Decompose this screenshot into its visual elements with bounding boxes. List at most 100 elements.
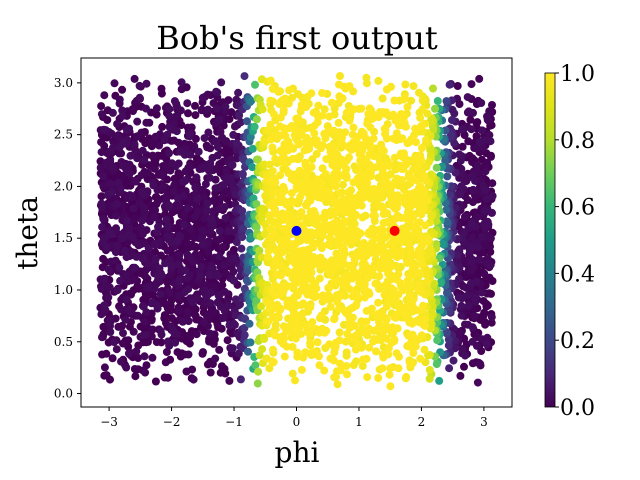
scatter-point	[271, 155, 280, 163]
scatter-point	[330, 314, 339, 323]
scatter-point	[130, 140, 139, 149]
scatter-point	[472, 144, 481, 153]
scatter-point	[312, 325, 321, 333]
scatter-point	[129, 107, 137, 116]
scatter-point	[357, 104, 366, 113]
scatter-point	[445, 80, 454, 89]
scatter-point	[387, 275, 396, 284]
scatter-point	[475, 255, 484, 264]
scatter-point	[460, 212, 469, 221]
scatter-point	[467, 125, 476, 134]
scatter-point	[99, 214, 108, 223]
scatter-point	[331, 182, 340, 191]
scatter-point	[102, 158, 111, 167]
scatter-point	[325, 283, 334, 292]
scatter-point	[230, 254, 239, 263]
scatter-point	[287, 189, 296, 197]
scatter-point	[196, 157, 204, 165]
scatter-point	[359, 193, 368, 202]
scatter-point	[258, 105, 267, 114]
scatter-point	[257, 302, 266, 311]
scatter-point	[467, 266, 476, 275]
scatter-point	[175, 306, 184, 315]
scatter-point	[402, 372, 411, 381]
scatter-point	[122, 165, 131, 174]
scatter-point	[417, 122, 426, 130]
scatter-point	[336, 72, 344, 80]
scatter-point	[167, 296, 176, 305]
scatter-point	[97, 102, 106, 111]
scatter-point	[418, 96, 427, 105]
scatter-point	[374, 325, 383, 334]
scatter-point	[175, 202, 184, 211]
scatter-point	[210, 335, 219, 344]
scatter-point	[179, 178, 188, 186]
scatter-point	[178, 317, 187, 326]
scatter-point	[221, 102, 230, 111]
scatter-point	[243, 277, 252, 286]
scatter-point	[478, 126, 487, 135]
scatter-point	[184, 350, 193, 359]
scatter-point	[312, 150, 321, 158]
scatter-point	[148, 353, 157, 362]
scatter-point	[197, 263, 206, 272]
scatter-point	[224, 96, 233, 105]
scatter-point	[363, 140, 372, 149]
scatter-point	[450, 109, 459, 118]
scatter-point	[306, 235, 315, 244]
scatter-point	[345, 285, 354, 294]
scatter-point	[96, 163, 105, 172]
scatter-point	[488, 208, 496, 217]
scatter-point	[270, 263, 278, 272]
scatter-point	[229, 276, 238, 285]
scatter-point	[162, 155, 171, 163]
scatter-point	[288, 369, 297, 378]
scatter-point	[248, 163, 257, 172]
scatter-point	[129, 327, 138, 336]
scatter-point	[276, 113, 285, 122]
scatter-point	[477, 99, 486, 107]
scatter-point	[237, 244, 246, 253]
scatter-point	[97, 110, 106, 119]
scatter-point	[269, 229, 278, 238]
scatter-point	[204, 166, 213, 175]
scatter-point	[453, 251, 462, 260]
scatter-point	[346, 263, 355, 272]
scatter-point	[378, 94, 387, 103]
scatter-point	[379, 332, 388, 341]
scatter-point	[152, 104, 161, 113]
scatter-point	[369, 211, 378, 220]
scatter-point	[158, 170, 167, 179]
scatter-point	[416, 182, 425, 191]
scatter-point	[453, 82, 462, 90]
scatter-point	[151, 255, 160, 264]
scatter-point	[472, 277, 481, 286]
scatter-point	[317, 144, 326, 153]
scatter-point	[263, 126, 272, 135]
scatter-point	[410, 131, 418, 140]
scatter-point	[486, 137, 495, 146]
scatter-point	[234, 349, 243, 358]
scatter-point	[291, 376, 299, 385]
scatter-point	[369, 152, 378, 161]
scatter-point	[114, 178, 123, 187]
scatter-point	[345, 116, 354, 125]
scatter-point	[142, 338, 151, 347]
scatter-point	[270, 331, 279, 340]
scatter-point	[165, 149, 173, 157]
scatter-point	[398, 162, 407, 170]
scatter-point	[165, 112, 174, 121]
scatter-point	[393, 324, 402, 333]
scatter-point	[97, 199, 106, 208]
scatter-point	[473, 213, 482, 221]
scatter-point	[356, 156, 365, 165]
scatter-point	[208, 307, 217, 316]
scatter-point	[156, 327, 165, 336]
scatter-point	[115, 263, 124, 272]
scatter-point	[360, 286, 368, 295]
scatter-point	[155, 264, 164, 273]
scatter-point	[306, 212, 315, 221]
scatter-point	[318, 111, 327, 120]
scatter-point	[375, 284, 383, 293]
scatter-point	[484, 220, 493, 229]
